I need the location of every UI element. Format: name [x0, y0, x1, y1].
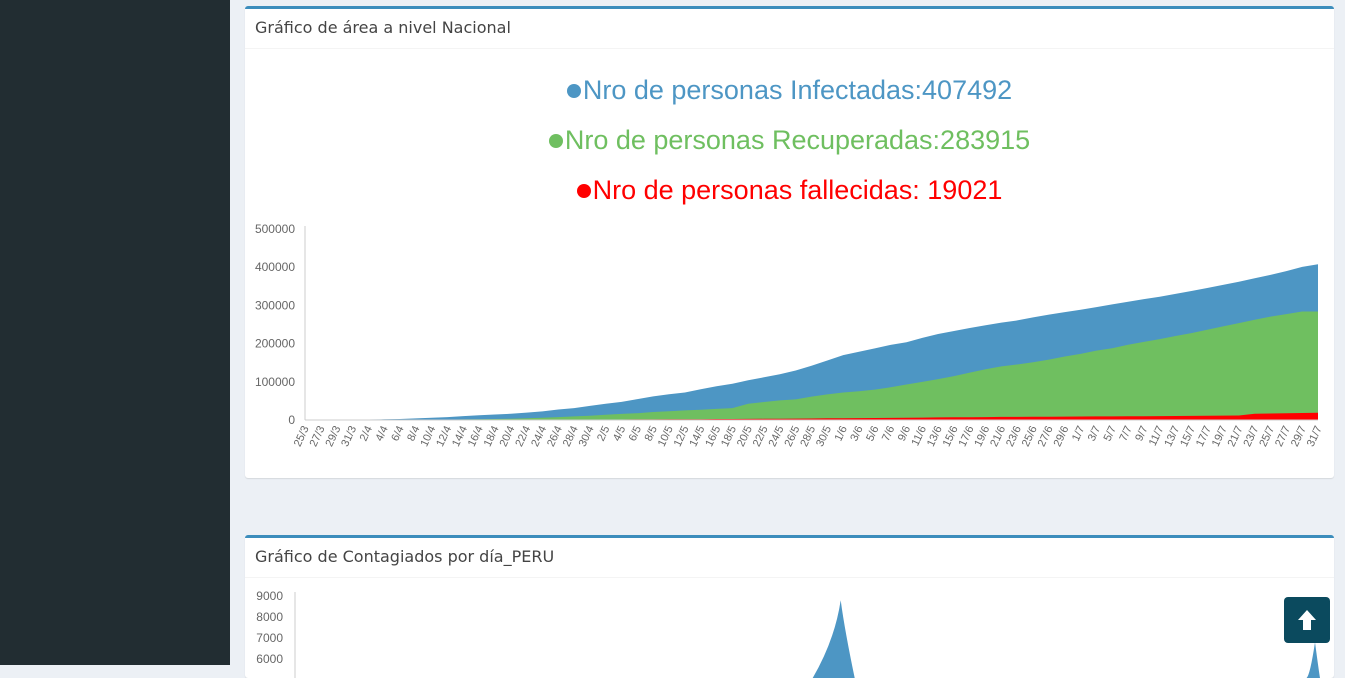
series-area-deaths: [305, 412, 1318, 420]
y-tick-label: 8000: [256, 610, 283, 624]
area-chart-panel-title: Gráfico de área a nivel Nacional: [245, 9, 1334, 49]
x-tick-label: 30/4: [577, 424, 597, 448]
y-tick-label: 7000: [256, 631, 283, 645]
x-tick-label: 2/5: [595, 424, 612, 443]
daily-peak-area: [1305, 642, 1320, 678]
x-tick-label: 5/7: [1102, 424, 1119, 443]
x-tick-label: 9/6: [896, 424, 913, 443]
x-tick-label: 31/7: [1305, 424, 1325, 448]
daily-peak-area: [812, 600, 855, 678]
x-tick-label: 9/7: [1133, 424, 1150, 443]
national-area-chart: 010000020000030000040000050000025/327/32…: [255, 222, 1325, 449]
legend-deaths: Nro de personas fallecidas: 19021: [245, 175, 1334, 206]
x-tick-label: 4/5: [611, 424, 628, 443]
y-tick-label: 0: [288, 413, 295, 427]
x-tick-label: 31/3: [339, 424, 359, 448]
x-tick-label: 30/5: [814, 424, 834, 448]
legend-deaths-text: Nro de personas fallecidas: 19021: [592, 175, 1003, 205]
daily-area-chart: 6000 7000 8000 9000: [256, 589, 1320, 678]
legend-recovered-text: Nro de personas Recuperadas:283915: [564, 125, 1031, 155]
y-tick-label: 100000: [255, 375, 295, 389]
arrow-up-icon: [1298, 610, 1316, 630]
x-tick-label: 1/7: [1070, 424, 1087, 443]
x-tick-label: 3/6: [848, 424, 865, 443]
x-tick-label: 6/5: [627, 424, 644, 443]
legend-infected: Nro de personas Infectadas:407492: [245, 75, 1334, 106]
area-chart-panel: Gráfico de área a nivel Nacional Nro de …: [245, 6, 1334, 478]
y-tick-label: 9000: [256, 589, 283, 603]
x-tick-label: 7/6: [880, 424, 897, 443]
x-tick-label: 4/4: [374, 424, 391, 443]
daily-chart-panel: Gráfico de Contagiados por día_PERU 6000…: [245, 535, 1334, 678]
y-tick-label: 200000: [255, 337, 295, 351]
recovered-dot-icon: [548, 133, 563, 148]
x-tick-label: 2/4: [358, 424, 375, 443]
x-tick-label: 8/5: [643, 424, 660, 443]
legend-recovered: Nro de personas Recuperadas:283915: [245, 125, 1334, 156]
x-tick-label: 29/6: [1052, 424, 1072, 448]
y-tick-label: 6000: [256, 652, 283, 666]
y-tick-label: 400000: [255, 260, 295, 274]
daily-chart-panel-title: Gráfico de Contagiados por día_PERU: [245, 538, 1334, 578]
series-area-recovered: [305, 311, 1318, 420]
x-tick-label: 8/4: [405, 424, 422, 443]
deaths-dot-icon: [576, 183, 591, 198]
x-tick-label: 1/6: [833, 424, 850, 443]
y-tick-label: 300000: [255, 298, 295, 312]
scroll-to-top-button[interactable]: [1284, 597, 1330, 643]
infected-dot-icon: [566, 83, 581, 98]
x-tick-label: 3/7: [1086, 424, 1103, 443]
y-tick-label: 500000: [255, 222, 295, 236]
legend-infected-text: Nro de personas Infectadas:407492: [582, 75, 1013, 105]
x-tick-label: 6/4: [389, 424, 406, 443]
sidebar: [0, 0, 230, 665]
x-tick-label: 7/7: [1117, 424, 1134, 443]
x-tick-label: 5/6: [864, 424, 881, 443]
